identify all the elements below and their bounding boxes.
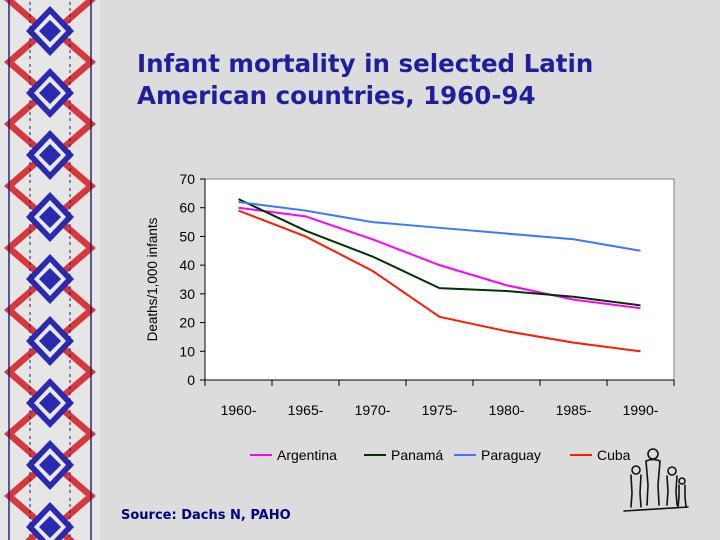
y-tick-label: 50	[179, 228, 195, 244]
x-tick-label: 1960-	[221, 402, 257, 418]
slide-title: Infant mortality in selected Latin Ameri…	[137, 48, 677, 112]
y-tick-label: 0	[187, 372, 195, 388]
y-tick-label: 40	[179, 257, 195, 273]
x-tick-label: 1975-	[422, 402, 458, 418]
family-figures-icon	[623, 448, 689, 512]
y-tick-label: 20	[179, 315, 195, 331]
series-line-cuba	[238, 209, 641, 353]
title-line-2: American countries, 1960-94	[137, 81, 536, 110]
source-note: Source: Dachs N, PAHO	[121, 508, 291, 523]
y-tick-label: 10	[179, 343, 195, 359]
plot-area	[204, 178, 675, 381]
legend-label: Argentina	[277, 447, 337, 463]
x-tick-label: 1980-	[489, 402, 525, 418]
title-line-1: Infant mortality in selected Latin	[137, 49, 594, 78]
x-tick-label: 1990-	[623, 402, 659, 418]
series-line-paraguay	[238, 200, 641, 252]
legend-label: Paraguay	[481, 447, 541, 463]
decorative-border	[0, 0, 100, 540]
x-tick-label: 1985-	[556, 402, 592, 418]
x-tick-label: 1970-	[355, 402, 391, 418]
y-axis-label: Deaths/1,000 infants	[145, 217, 160, 341]
legend-label: Cuba	[597, 447, 631, 463]
y-tick-label: 70	[179, 171, 195, 187]
y-tick-label: 30	[179, 286, 195, 302]
legend-label: Panamá	[391, 447, 443, 463]
x-tick-label: 1965-	[288, 402, 324, 418]
y-tick-label: 60	[179, 200, 195, 216]
series-line-panamá	[238, 198, 641, 307]
series-line-argentina	[238, 206, 641, 310]
